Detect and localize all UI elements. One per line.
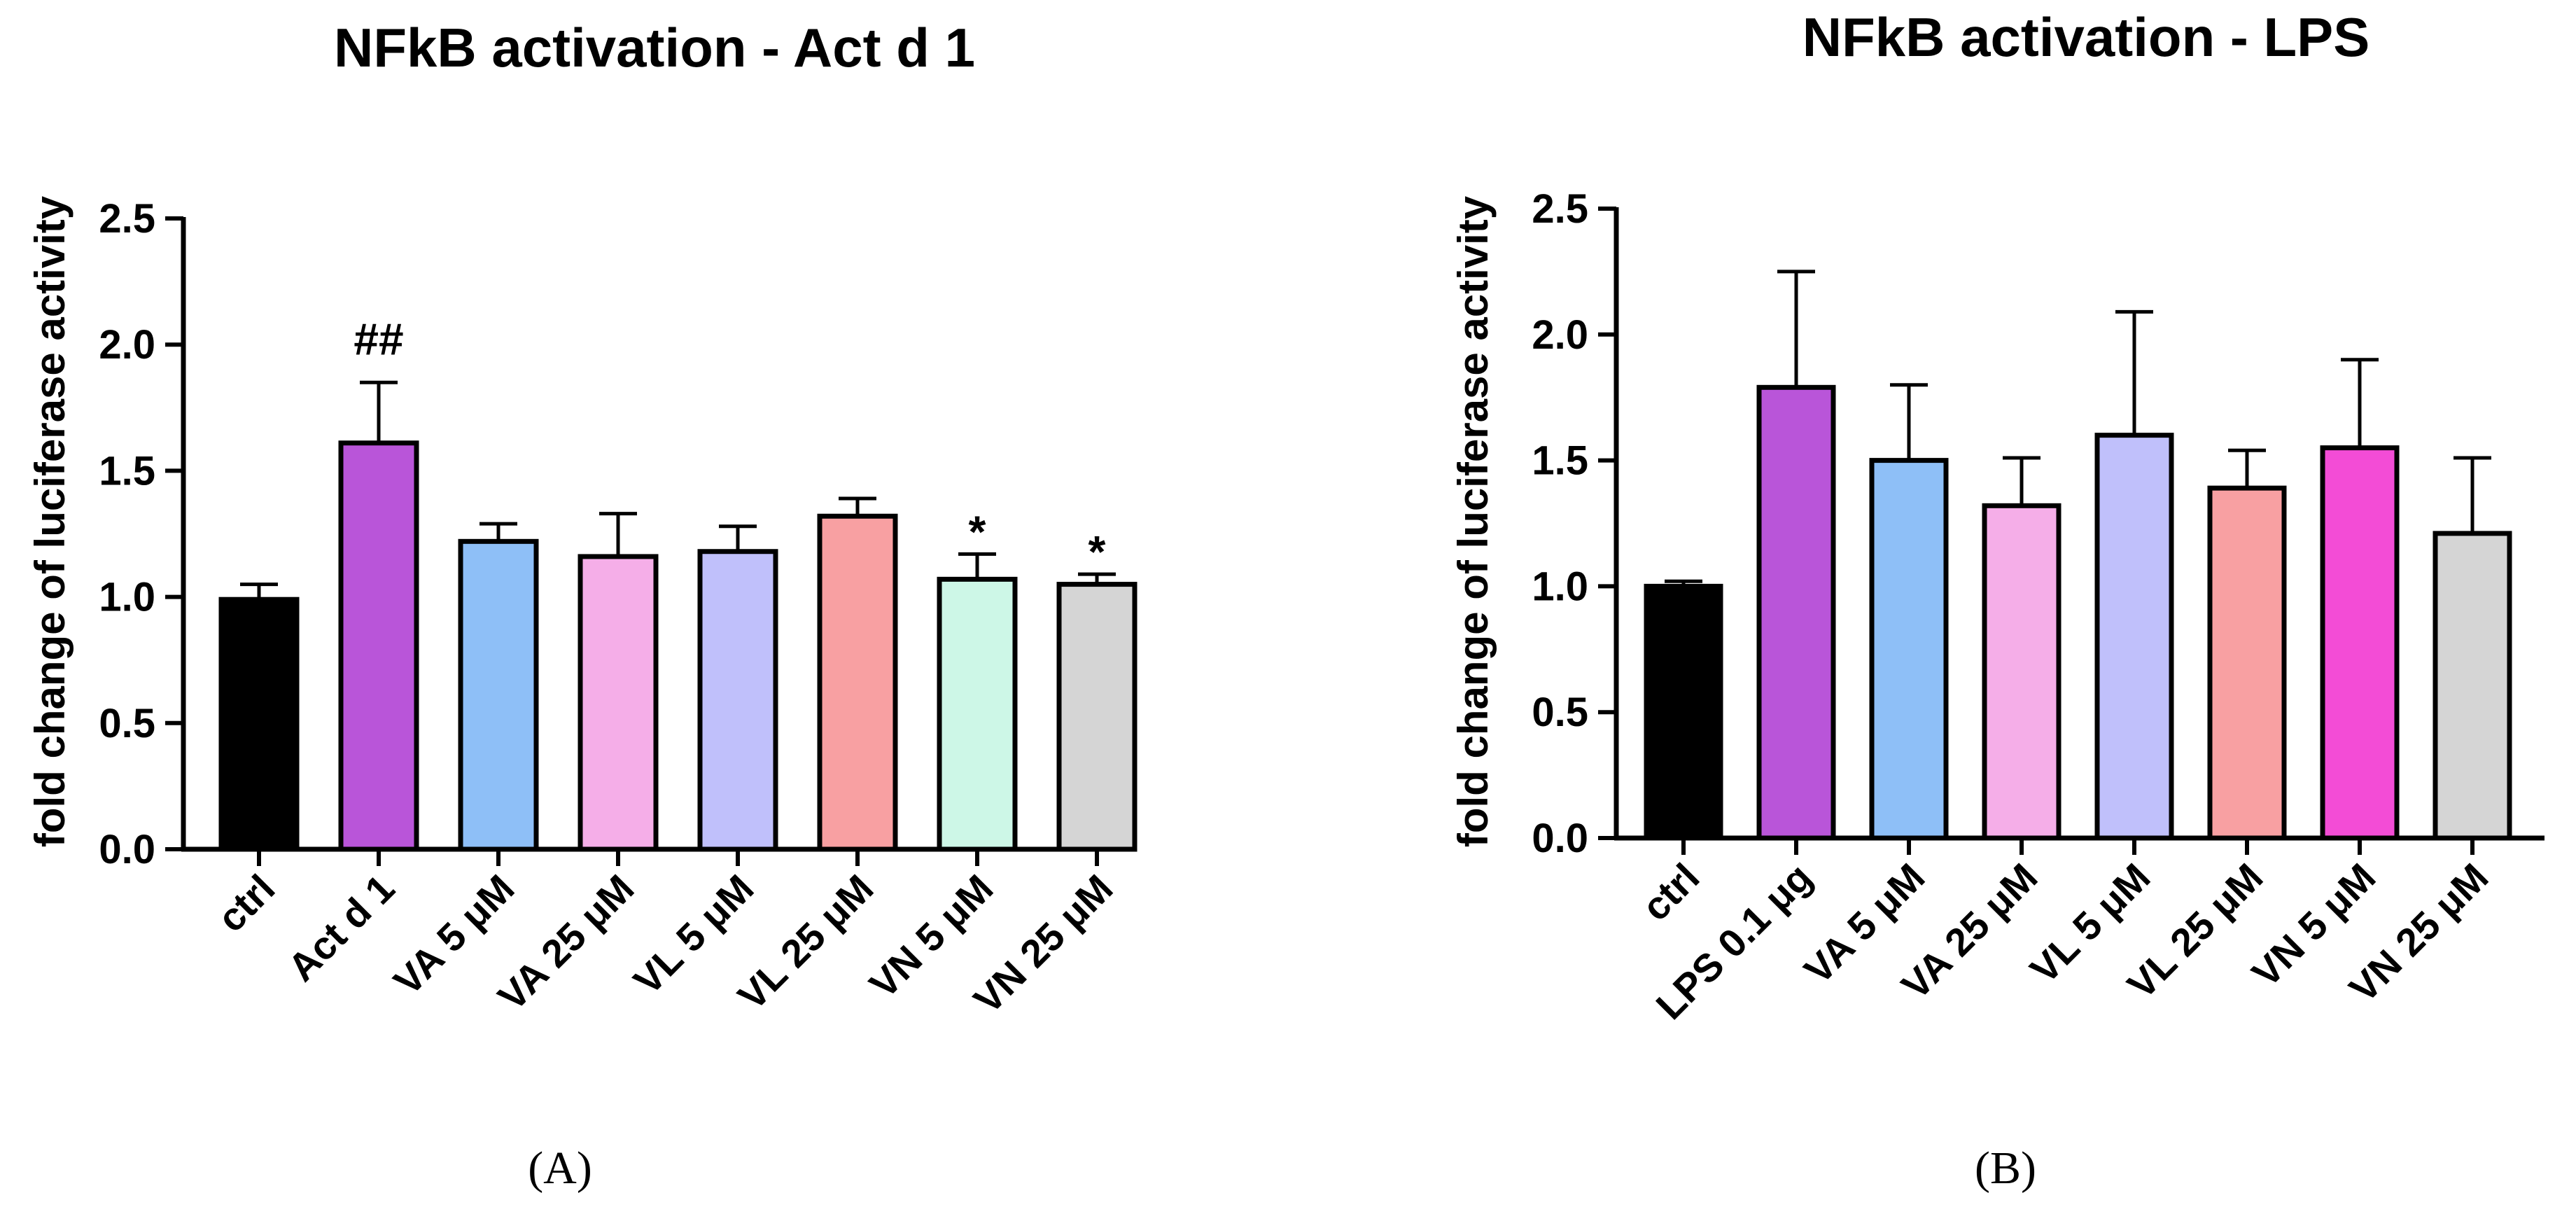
- bar: [2094, 433, 2174, 841]
- chart-title: NFkB activation - Act d 1: [334, 17, 975, 78]
- y-axis-label: fold change of luciferase activity: [27, 195, 74, 847]
- bar: [697, 549, 778, 852]
- y-tick-label: 2.0: [1532, 312, 1588, 358]
- bar: [937, 576, 1018, 852]
- bar: [1756, 384, 1836, 841]
- bar: [578, 554, 659, 852]
- bar: [1644, 583, 1723, 841]
- bar: [458, 538, 539, 852]
- y-tick-label: 0.0: [1532, 816, 1588, 861]
- panel-label: (A): [528, 1143, 592, 1194]
- bar: [1982, 503, 2062, 841]
- y-tick-label: 0.0: [99, 827, 155, 872]
- y-tick-label: 1.0: [99, 575, 155, 620]
- bar: [817, 513, 898, 852]
- significance-mark: *: [1088, 526, 1106, 577]
- bar: [1869, 458, 1949, 841]
- chart-lps: NFkB activation - LPS fold change of luc…: [1450, 6, 2544, 1194]
- y-tick-label: 0.5: [1532, 690, 1588, 735]
- significance-mark: ##: [354, 314, 403, 364]
- chart-act-d1: NFkB activation - Act d 1 fold change of…: [27, 17, 1138, 1194]
- bar: [2432, 531, 2512, 841]
- bar: [2207, 485, 2287, 841]
- y-tick-label: 2.5: [1532, 186, 1588, 232]
- bar: [218, 596, 300, 852]
- bar: [338, 440, 419, 852]
- x-tick-label: Act d 1: [279, 866, 403, 990]
- bar: [2320, 445, 2400, 841]
- y-tick-label: 1.5: [1532, 438, 1588, 484]
- y-tick-label: 1.5: [99, 448, 155, 494]
- y-axis-label: fold change of luciferase activity: [1450, 195, 1497, 847]
- chart-title: NFkB activation - LPS: [1802, 6, 2370, 68]
- panel-label: (B): [1975, 1143, 2036, 1194]
- y-tick-label: 1.0: [1532, 564, 1588, 609]
- y-tick-label: 2.0: [99, 322, 155, 368]
- x-tick-label: ctrl: [209, 866, 283, 940]
- significance-mark: *: [969, 506, 986, 557]
- y-tick-label: 0.5: [99, 701, 155, 746]
- y-tick-label: 2.5: [99, 196, 155, 242]
- bar: [1056, 582, 1138, 852]
- x-tick-label: ctrl: [1633, 855, 1707, 929]
